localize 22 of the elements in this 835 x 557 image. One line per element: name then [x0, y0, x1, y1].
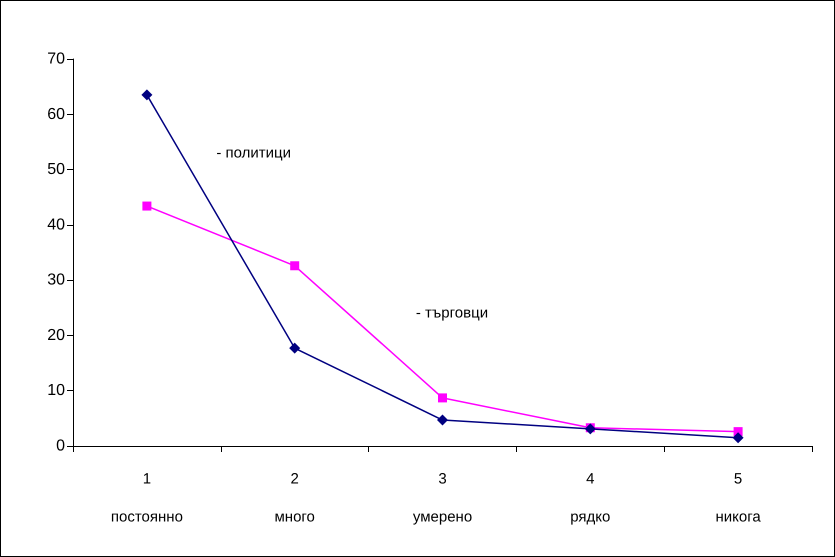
y-tick-label: 20: [47, 326, 66, 344]
point: [438, 393, 447, 402]
y-tick-label: 40: [47, 216, 66, 234]
y-tick-label: 50: [47, 161, 66, 178]
y-tick-label: 70: [47, 50, 66, 68]
category-label: 5 никога: [715, 470, 761, 526]
y-tick-label: 0: [56, 438, 66, 454]
point: [289, 342, 300, 354]
y-tick-label: 10: [47, 382, 66, 400]
point: [732, 432, 744, 444]
point: [141, 89, 152, 100]
category-label: 2 много: [274, 470, 315, 526]
point: [142, 202, 152, 211]
category-label: 4 рядко: [570, 470, 610, 526]
series-label: - политици: [216, 144, 292, 162]
category-label: 3 умерено: [412, 470, 472, 526]
y-tick-label: 30: [47, 272, 66, 289]
category-label: 1 постоянно: [110, 470, 183, 526]
text: - търговци: [416, 304, 488, 322]
point: [437, 414, 448, 426]
y-tick-label: 60: [47, 106, 66, 123]
point: [290, 261, 300, 270]
